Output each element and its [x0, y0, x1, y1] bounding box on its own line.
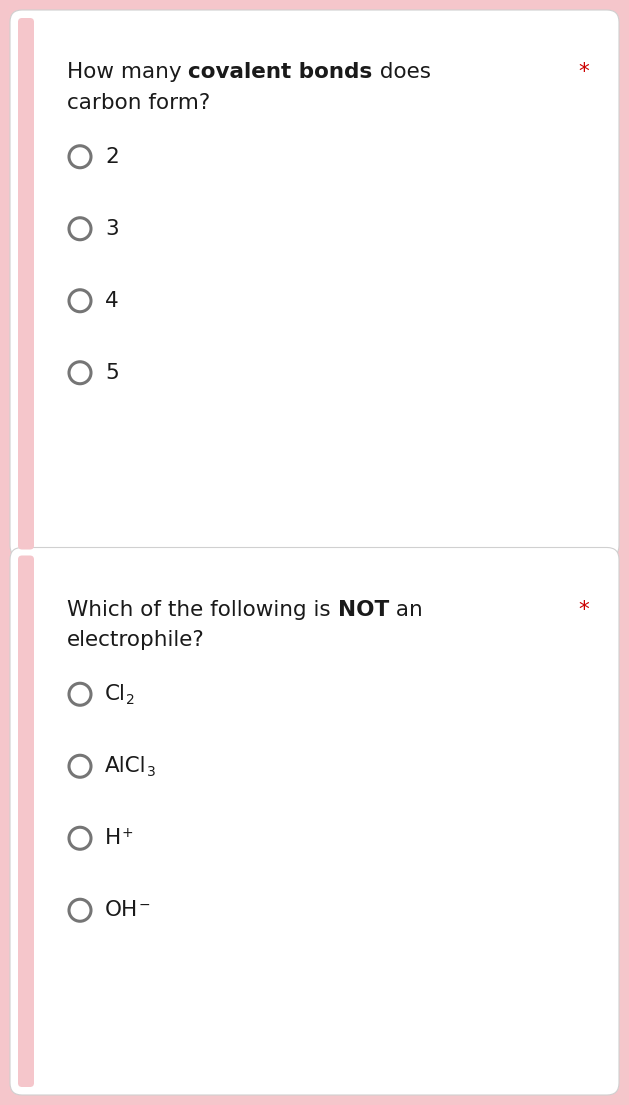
Text: 4: 4 [105, 291, 119, 311]
Text: +: + [121, 825, 133, 840]
FancyBboxPatch shape [10, 10, 619, 558]
FancyBboxPatch shape [18, 556, 34, 1087]
Text: NOT: NOT [338, 600, 389, 620]
FancyBboxPatch shape [10, 547, 619, 1095]
Text: *: * [578, 600, 589, 620]
Text: 3: 3 [147, 765, 155, 779]
Text: −: − [138, 897, 150, 912]
Text: 2: 2 [126, 693, 135, 707]
Text: electrophile?: electrophile? [67, 631, 205, 651]
Text: does: does [373, 62, 431, 82]
Text: an: an [389, 600, 423, 620]
Text: Which of the following is: Which of the following is [67, 600, 338, 620]
Text: 2: 2 [105, 147, 119, 167]
Text: How many: How many [67, 62, 189, 82]
Text: 5: 5 [105, 362, 119, 382]
Text: AlCl: AlCl [105, 756, 147, 776]
Text: carbon form?: carbon form? [67, 93, 210, 113]
Text: OH: OH [105, 901, 138, 920]
Text: covalent bonds: covalent bonds [189, 62, 373, 82]
Text: H: H [105, 829, 121, 849]
Text: 3: 3 [105, 219, 119, 239]
FancyBboxPatch shape [18, 18, 34, 549]
Text: *: * [578, 62, 589, 82]
Text: Cl: Cl [105, 684, 126, 704]
